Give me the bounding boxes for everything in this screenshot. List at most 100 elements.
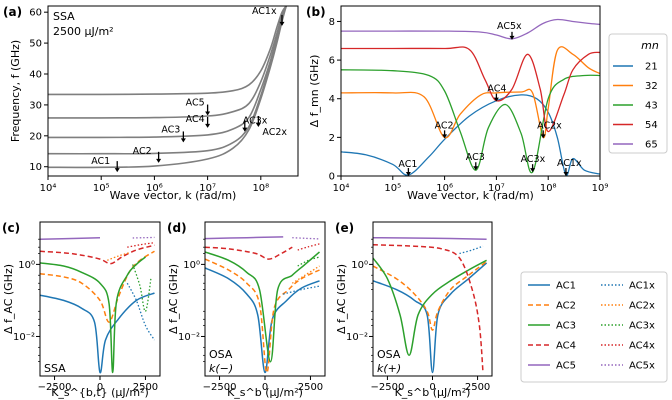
marker-label: AC2x bbox=[537, 120, 562, 131]
legend-label: AC3 bbox=[556, 321, 576, 332]
y-axis-label: Frequency, f (GHz) bbox=[9, 40, 22, 142]
series-AC4 bbox=[40, 244, 155, 265]
legend-label: 65 bbox=[645, 140, 658, 151]
x-tick-label: −2500 bbox=[38, 382, 72, 393]
gap-curve-65 bbox=[341, 18, 600, 40]
annotation: OSA bbox=[209, 348, 233, 361]
series-AC5 bbox=[205, 236, 284, 240]
panel-label: (b) bbox=[306, 5, 326, 19]
series-AC2x bbox=[107, 252, 130, 261]
series-AC3x bbox=[132, 264, 152, 312]
x-tick-label: 10⁶ bbox=[146, 183, 163, 194]
y-tick-label: 20 bbox=[29, 131, 42, 142]
marker-label: AC3x bbox=[521, 154, 546, 165]
x-tick-label: −2500 bbox=[371, 382, 405, 393]
y-axis-label: Δ f_AC (GHz) bbox=[167, 264, 180, 334]
x-tick-label: 10⁵ bbox=[384, 183, 401, 194]
legend-label: 54 bbox=[645, 120, 658, 131]
marker-arrowhead bbox=[205, 123, 211, 128]
y-tick-label: 30 bbox=[29, 100, 42, 111]
y-tick-label: 10⁻² bbox=[178, 332, 200, 343]
series-AC3 bbox=[373, 257, 487, 357]
marker-arrowhead bbox=[509, 35, 515, 40]
series-AC2 bbox=[40, 250, 155, 323]
series-AC2 bbox=[373, 260, 488, 331]
marker-label: AC1x bbox=[557, 158, 582, 169]
x-tick-label: 0 bbox=[429, 382, 435, 393]
y-tick-label: 10⁰ bbox=[183, 260, 200, 271]
x-tick-label: 10⁷ bbox=[199, 183, 216, 194]
annotation: OSA bbox=[377, 348, 401, 361]
y-tick-label: 0 bbox=[329, 172, 335, 183]
x-tick-label: 10⁸ bbox=[252, 183, 269, 194]
dispersion-curve-mode-5 bbox=[48, 6, 287, 96]
x-tick-label: 10⁵ bbox=[93, 183, 110, 194]
y-tick-label: 40 bbox=[29, 70, 42, 81]
panel-label: (c) bbox=[2, 221, 20, 235]
x-tick-label: 10⁶ bbox=[436, 183, 453, 194]
y-tick-label: 10⁰ bbox=[18, 260, 35, 271]
y-axis-label: Δ f_mn (GHz) bbox=[308, 55, 321, 128]
dispersion-curve-mode-4 bbox=[48, 6, 287, 119]
x-tick-label: 2500 bbox=[133, 382, 158, 393]
x-tick-label: 0 bbox=[262, 382, 268, 393]
x-tick-label: 10⁹ bbox=[592, 183, 609, 194]
marker-label: AC1 bbox=[91, 156, 110, 167]
marker-arrowhead bbox=[530, 168, 536, 173]
x-axis-label: K_s^b (μJ/m²) bbox=[227, 386, 303, 399]
series-AC1 bbox=[373, 262, 488, 374]
legend-label: AC5 bbox=[556, 361, 576, 372]
x-tick-label: 10⁷ bbox=[488, 183, 505, 194]
legend-label: AC1 bbox=[556, 281, 576, 292]
legend-label: AC4x bbox=[629, 341, 655, 352]
plot-frame-b bbox=[340, 5, 601, 177]
marker-arrowhead bbox=[255, 122, 261, 127]
panel-c: −2500 0 2500 10⁻² 10⁰ K_s^{b,t} (μJ/m²) Δ f_AC… bbox=[2, 221, 161, 399]
legend-label: AC2x bbox=[629, 301, 655, 312]
legend-label: 32 bbox=[645, 81, 658, 92]
annotation: SSA bbox=[44, 362, 66, 375]
legend-label: AC2 bbox=[556, 301, 576, 312]
x-axis-label: K_s^b (μJ/m²) bbox=[395, 386, 471, 399]
marker-label: AC5x bbox=[497, 21, 522, 32]
marker-label: AC5 bbox=[186, 98, 205, 109]
annotation: k(+) bbox=[377, 362, 401, 375]
marker-arrowhead bbox=[205, 111, 211, 116]
series-AC4 bbox=[205, 246, 293, 260]
x-tick-label: 10⁴ bbox=[333, 183, 350, 194]
y-tick-label: 60 bbox=[29, 8, 42, 19]
panel-b: 10⁴ 10⁵ 10⁶ 10⁷ 10⁸ 10⁹ 0 2 4 6 8 Wave vector, k (r… bbox=[306, 5, 668, 202]
panel-d: −2500 0 2500 10⁻² 10⁰ K_s^b (μJ/m²) Δ f_AC (GH… bbox=[167, 221, 326, 399]
series-AC1 bbox=[205, 267, 320, 374]
marker-arrowhead bbox=[156, 158, 162, 163]
y-axis-label: Δ f_AC (GHz) bbox=[2, 264, 15, 334]
series-AC1x bbox=[459, 245, 484, 255]
gap-curve-54 bbox=[341, 46, 600, 133]
marker-arrowhead bbox=[114, 168, 120, 173]
legend-box bbox=[608, 33, 668, 154]
series-AC1x bbox=[126, 282, 156, 341]
panel-label: (d) bbox=[167, 221, 187, 235]
marker-label: AC3 bbox=[466, 152, 485, 163]
legend-label: AC3x bbox=[629, 321, 655, 332]
marker-label: AC2 bbox=[133, 146, 152, 157]
marker-arrowhead bbox=[405, 172, 411, 177]
x-axis-label: K_s^{b,t} (μJ/m²) bbox=[51, 386, 149, 399]
legend-title: mn bbox=[641, 39, 659, 52]
series-AC2x bbox=[291, 265, 320, 284]
marker-label: AC2x bbox=[262, 127, 287, 138]
series-AC5 bbox=[373, 236, 487, 240]
gap-curve-32 bbox=[341, 46, 600, 139]
panel-label: (a) bbox=[3, 5, 22, 19]
marker-arrowhead bbox=[540, 134, 546, 139]
legend-label: AC4 bbox=[556, 341, 576, 352]
marker-arrowhead bbox=[279, 21, 285, 26]
legend-label: AC5x bbox=[629, 361, 655, 372]
legend-box bbox=[520, 271, 668, 383]
y-tick-label: 2 bbox=[329, 133, 335, 144]
legend-label: 43 bbox=[645, 101, 658, 112]
y-tick-label: 10⁻² bbox=[346, 332, 368, 343]
series-AC3x bbox=[297, 256, 320, 267]
y-tick-label: 4 bbox=[329, 94, 335, 105]
annotation: k(−) bbox=[209, 362, 233, 375]
